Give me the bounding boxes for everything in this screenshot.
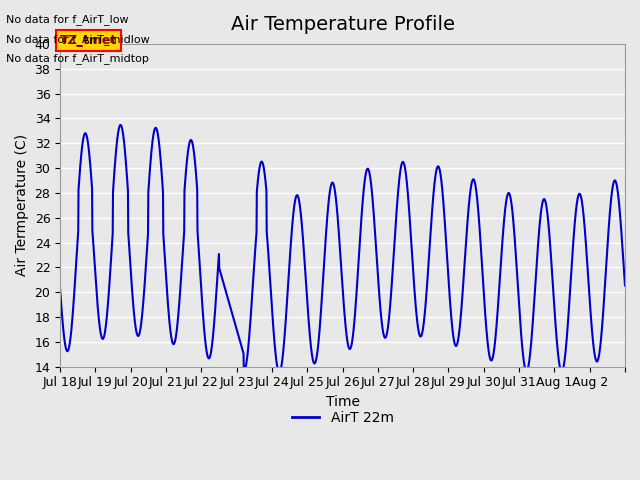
Text: No data for f_AirT_midtop: No data for f_AirT_midtop <box>6 53 149 64</box>
Y-axis label: Air Termperature (C): Air Termperature (C) <box>15 134 29 276</box>
Text: TZ_tmet: TZ_tmet <box>60 34 117 47</box>
Legend: AirT 22m: AirT 22m <box>286 406 399 431</box>
Text: No data for f_AirT_low: No data for f_AirT_low <box>6 14 129 25</box>
Text: No data for f_AirT_midlow: No data for f_AirT_midlow <box>6 34 150 45</box>
Title: Air Temperature Profile: Air Temperature Profile <box>230 15 454 34</box>
X-axis label: Time: Time <box>326 395 360 409</box>
